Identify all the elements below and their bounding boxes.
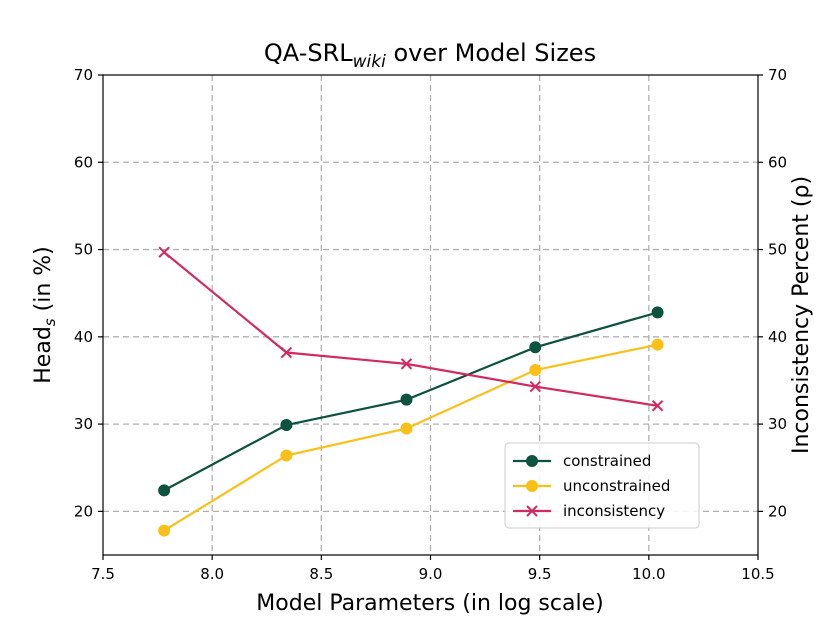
legend-label-constrained: constrained: [563, 452, 651, 470]
constrained-point: [529, 341, 542, 354]
chart-title: QA-SRLwiki over Model Sizes: [264, 39, 596, 72]
unconstrained-point: [529, 363, 542, 376]
y-tick-label-right: 20: [768, 502, 787, 520]
y-tick-label-right: 70: [768, 66, 787, 84]
legend: constrained unconstrained inconsistency: [504, 442, 700, 529]
y-tick-label-left: 30: [74, 415, 93, 433]
y-tick-label-right: 30: [768, 415, 787, 433]
legend-label-inconsistency: inconsistency: [563, 502, 665, 520]
inconsistency-point-stroke: [158, 246, 170, 258]
constrained-point: [400, 393, 413, 406]
x-tick-label: 10.0: [632, 565, 665, 583]
series-inconsistency: [158, 246, 664, 412]
legend-label-unconstrained: unconstrained: [563, 477, 670, 495]
constrained-point: [280, 418, 293, 431]
inconsistency-point: [158, 246, 170, 258]
inconsistency-point-stroke: [400, 358, 413, 370]
y-tick-label-right: 50: [768, 241, 787, 259]
legend-box: [504, 442, 700, 529]
unconstrained-point: [280, 449, 293, 462]
legend-marker-inconsistency: [526, 505, 538, 517]
constrained-point: [158, 484, 171, 497]
inconsistency-point: [529, 380, 542, 393]
y-tick-label-left: 40: [74, 328, 93, 346]
x-tick-label: 10.5: [741, 565, 774, 583]
legend-marker-unconstrained: [526, 480, 538, 492]
ticks: 7.5 8.0 8.5 9.0 9.5 10.0 10.5 20 30 40 50 60 70 20 30 4…: [74, 66, 787, 583]
inconsistency-point: [280, 346, 293, 359]
unconstrained-point: [158, 524, 171, 537]
x-tick-label: 7.5: [91, 565, 115, 583]
series-constrained: [158, 306, 664, 497]
y-axis-label-right: Inconsistency Percent (ρ): [789, 176, 814, 454]
series-unconstrained: [158, 338, 664, 537]
x-tick-label: 9.0: [419, 565, 443, 583]
x-tick-label: 9.5: [528, 565, 552, 583]
x-tick-label: 8.5: [309, 565, 333, 583]
legend-marker-inconsistency-stroke: [526, 505, 538, 517]
inconsistency-line: [163, 251, 658, 407]
y-tick-label-right: 60: [768, 153, 787, 171]
y-tick-label-left: 20: [74, 502, 93, 520]
x-tick-label: 8.0: [200, 565, 224, 583]
unconstrained-point: [651, 338, 664, 351]
inconsistency-point: [400, 358, 413, 370]
y-tick-label-right: 40: [768, 328, 787, 346]
y-tick-label-left: 70: [74, 66, 93, 84]
constrained-point: [651, 306, 664, 319]
inconsistency-point-stroke: [651, 400, 664, 412]
inconsistency-point-stroke: [529, 380, 542, 393]
y-axis-label-left: Heads (in %): [31, 246, 59, 383]
unconstrained-point: [400, 422, 413, 435]
y-tick-label-left: 50: [74, 241, 93, 259]
inconsistency-point: [651, 400, 664, 412]
series-layer: [158, 246, 664, 537]
y-tick-label-left: 60: [74, 153, 93, 171]
inconsistency-point-stroke: [280, 346, 293, 359]
legend-marker-constrained: [526, 455, 538, 467]
x-axis-label: Model Parameters (in log scale): [256, 591, 603, 616]
